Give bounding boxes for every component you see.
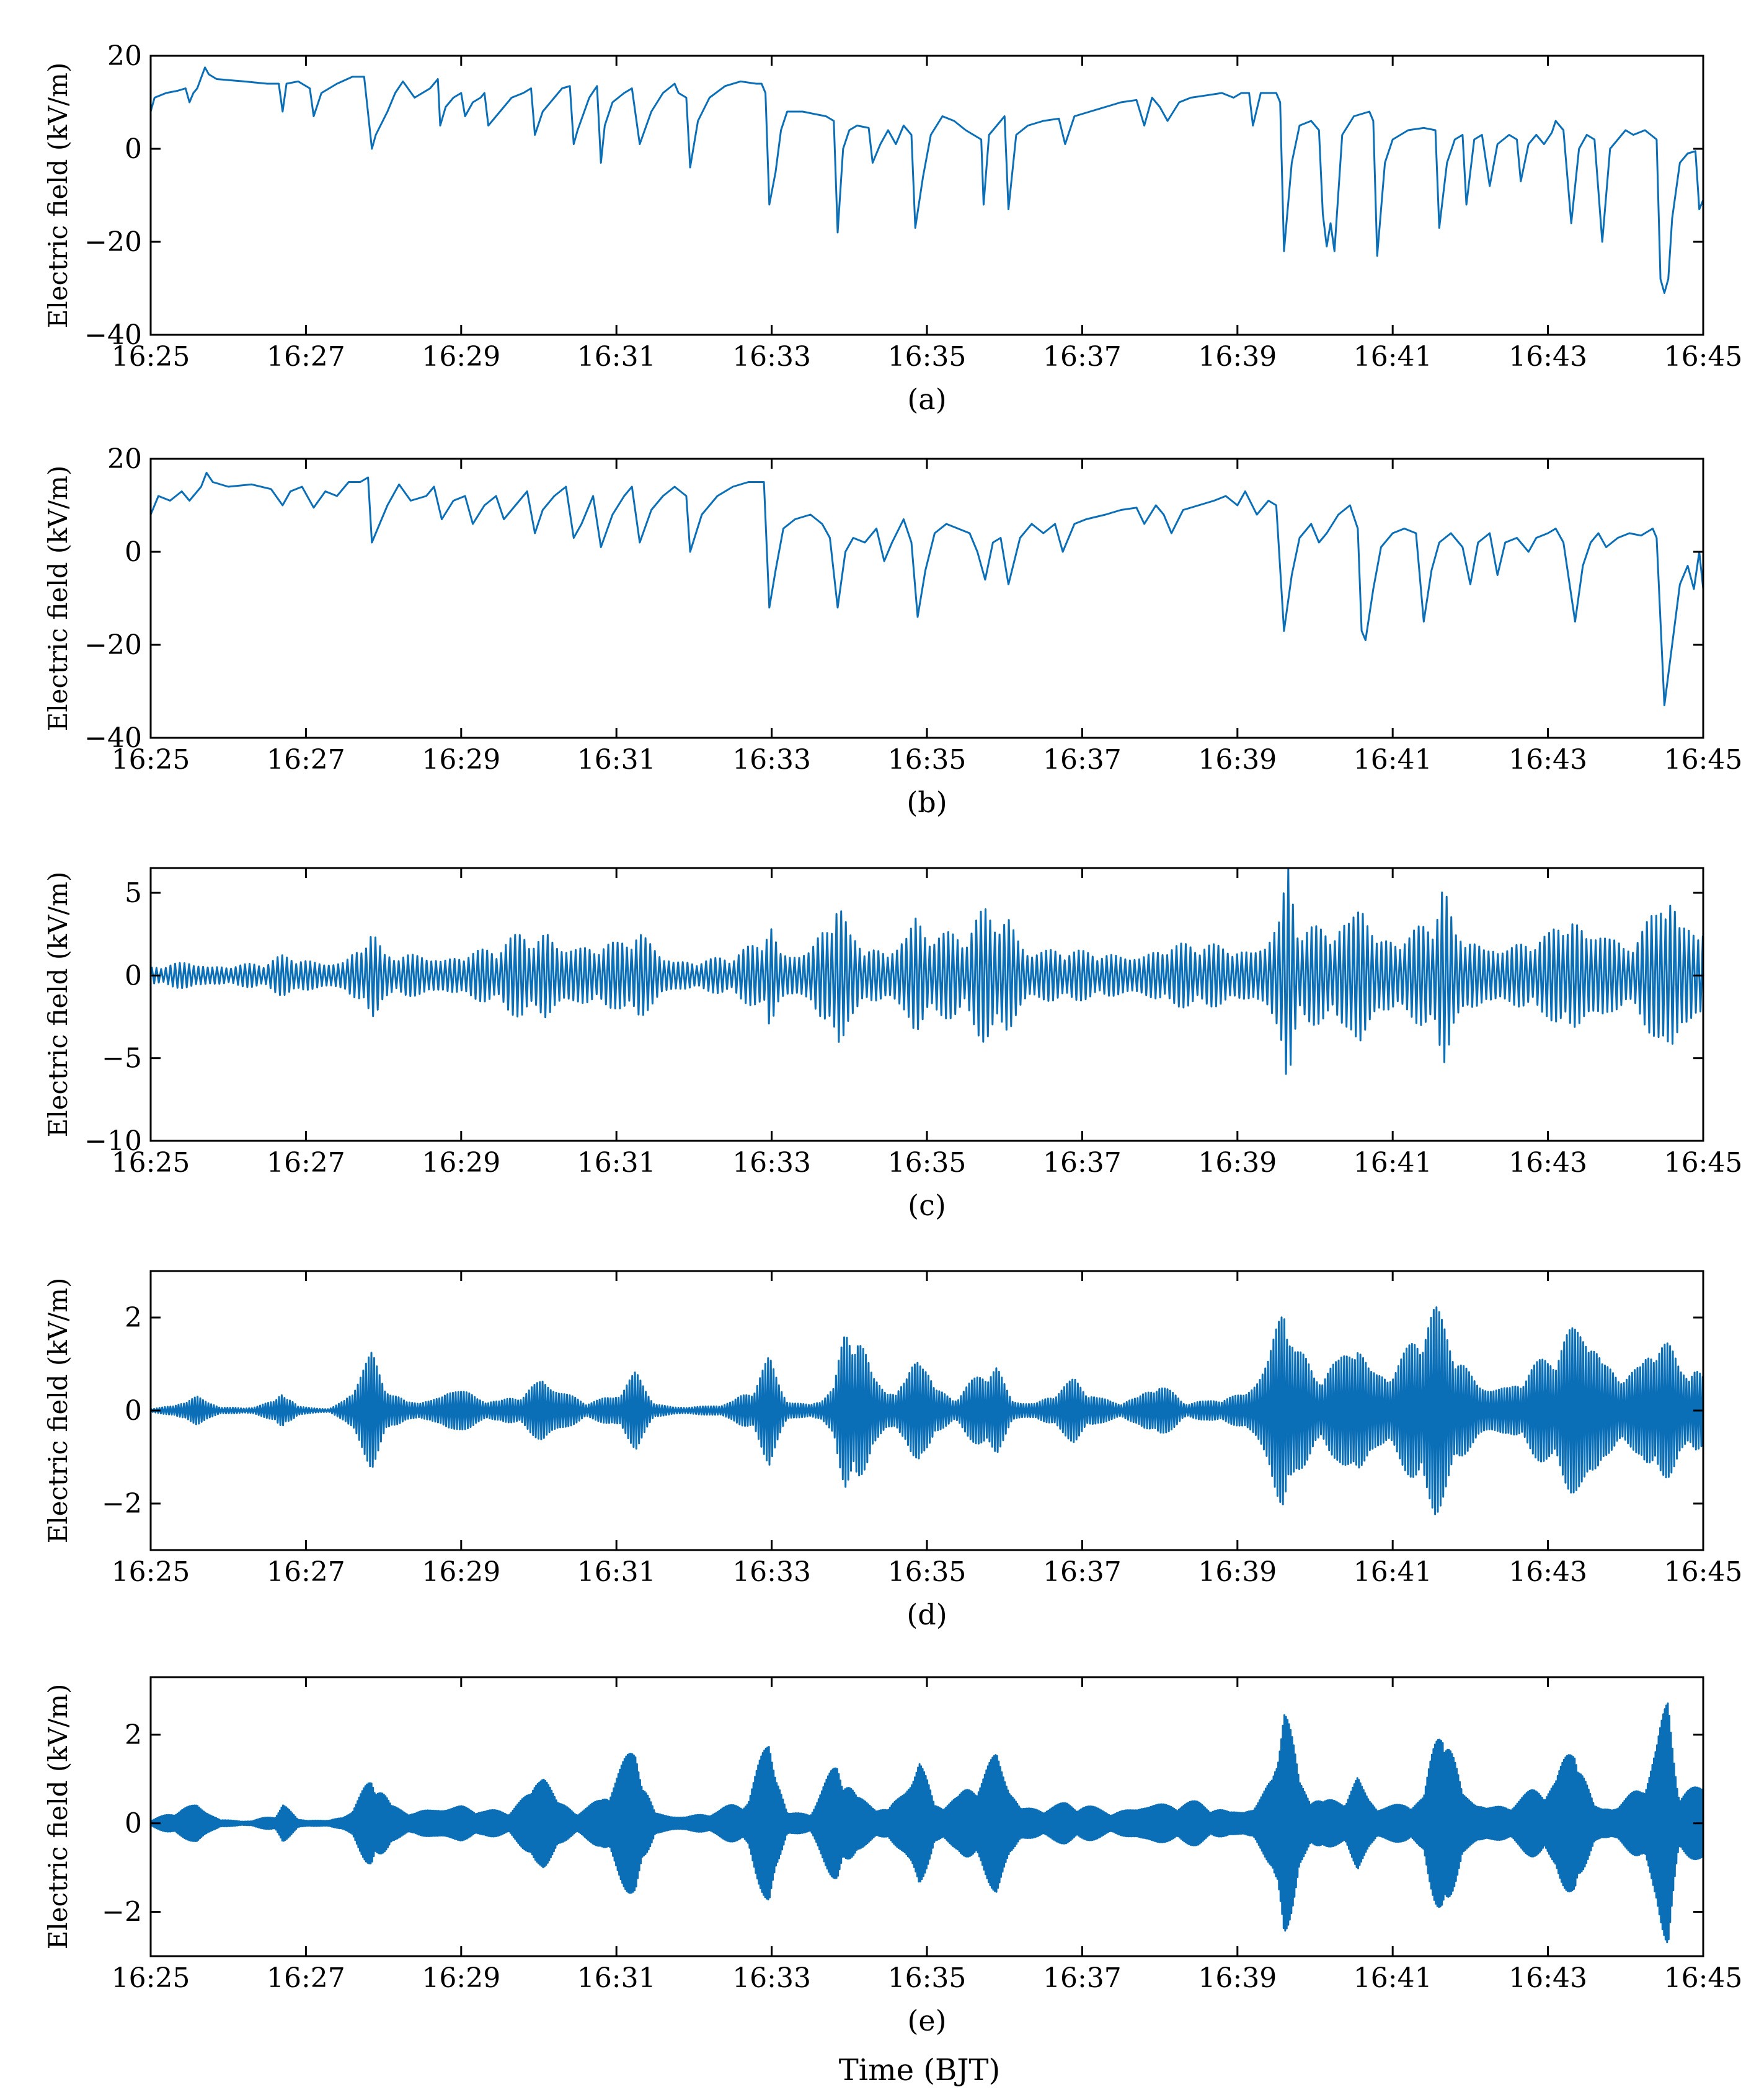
x-tick-label: 16:43 (1509, 341, 1587, 373)
y-axis-label: Electric field (kV/m) (43, 63, 73, 329)
series-line (151, 66, 1703, 294)
y-tick-label: 0 (125, 536, 142, 568)
x-tick-label: 16:25 (112, 1556, 190, 1588)
x-tick-label: 16:27 (267, 341, 345, 373)
series-line (151, 472, 1703, 706)
x-tick-label: 16:41 (1354, 1556, 1432, 1588)
x-tick-label: 16:43 (1509, 744, 1587, 776)
panel-d: 16:25 16:27 16:29 16:31 16:33 16:35 16:37 16:39… (43, 1270, 1743, 1631)
panel-label: (a) (907, 383, 946, 416)
y-tick-label: −20 (84, 629, 142, 661)
y-tick-label: −20 (84, 226, 142, 258)
plot-frame (149, 458, 1704, 739)
x-tick-label: 16:31 (577, 1556, 656, 1588)
x-tick-label: 16:33 (732, 1556, 811, 1588)
x-tick-label: 16:39 (1198, 1147, 1277, 1179)
x-tick-label: 16:45 (1664, 1556, 1743, 1588)
x-tick-label: 16:37 (1043, 1147, 1122, 1179)
x-tick-label: 16:25 (112, 341, 190, 373)
x-tick-label: 16:33 (732, 1962, 811, 1994)
x-tick-label: 16:33 (732, 744, 811, 776)
y-axis-label: Electric field (kV/m) (43, 1684, 73, 1950)
series-line (151, 1306, 1703, 1515)
x-tick-label: 16:37 (1043, 1556, 1122, 1588)
x-tick-label: 16:43 (1509, 1556, 1587, 1588)
x-tick-label: 16:33 (732, 341, 811, 373)
panel-label: (b) (906, 786, 947, 819)
y-axis-label: Electric field (kV/m) (43, 466, 73, 732)
panel-a: 16:25 16:27 16:29 16:31 16:33 16:35 16:37 16:39… (43, 40, 1742, 416)
x-tick-label: 16:29 (422, 1556, 500, 1588)
y-tick-label: 2 (125, 1302, 142, 1334)
y-tick-label: −10 (84, 1125, 142, 1157)
x-tick-label: 16:33 (732, 1147, 811, 1179)
y-tick-label: 20 (107, 443, 142, 475)
x-tick-label: 16:39 (1198, 744, 1277, 776)
x-tick-label: 16:29 (422, 1147, 500, 1179)
panel-label: (d) (906, 1598, 947, 1631)
y-tick-label: 0 (125, 960, 142, 991)
x-tick-label: 16:31 (577, 1962, 656, 1994)
series-line (151, 868, 1703, 1075)
y-tick-label: 0 (125, 1808, 142, 1840)
x-tick-label: 16:43 (1509, 1147, 1587, 1179)
panel-label: (c) (908, 1189, 946, 1222)
x-tick-label: 16:45 (1664, 744, 1743, 776)
x-tick-label: 16:25 (112, 1962, 190, 1994)
x-tick-label: 16:39 (1198, 1962, 1277, 1994)
x-tick-label: 16:43 (1509, 1962, 1587, 1994)
y-tick-label: 5 (125, 877, 142, 909)
panel-label: (e) (907, 2004, 946, 2037)
x-tick-label: 16:45 (1664, 1962, 1743, 1994)
x-tick-label: 16:25 (112, 744, 190, 776)
y-axis-label: Electric field (kV/m) (43, 1278, 73, 1544)
panel-b: 16:25 16:27 16:29 16:31 16:33 16:35 16:37 16:39… (43, 443, 1742, 819)
x-tick-label: 16:31 (577, 341, 656, 373)
y-tick-label: 20 (107, 40, 142, 72)
y-tick-label: −2 (102, 1897, 142, 1928)
x-tick-label: 16:35 (888, 1147, 967, 1179)
chart-panels: 16:25 16:27 16:29 16:31 16:33 16:35 16:37 16:39… (43, 40, 1742, 2037)
x-tick-label: 16:39 (1198, 1556, 1277, 1588)
x-tick-label: 16:41 (1354, 744, 1432, 776)
plot-frame (149, 55, 1704, 336)
x-tick-label: 16:29 (422, 1962, 500, 1994)
y-tick-label: 0 (125, 133, 142, 165)
x-tick-label: 16:41 (1354, 1962, 1432, 1994)
x-tick-label: 16:27 (267, 744, 345, 776)
series-line (151, 1702, 1703, 1944)
x-tick-label: 16:45 (1664, 341, 1743, 373)
x-tick-label: 16:31 (577, 744, 656, 776)
x-tick-label: 16:35 (888, 341, 967, 373)
x-tick-label: 16:45 (1664, 1147, 1743, 1179)
x-tick-label: 16:27 (267, 1556, 345, 1588)
x-tick-label: 16:37 (1043, 1962, 1122, 1994)
x-tick-label: 16:29 (422, 744, 500, 776)
y-tick-label: −40 (84, 319, 142, 351)
x-tick-label: 16:37 (1043, 341, 1122, 373)
x-tick-label: 16:39 (1198, 341, 1277, 373)
x-axis-title: Time (BJT) (839, 2053, 1001, 2088)
panel-c: 16:25 16:27 16:29 16:31 16:33 16:35 16:37 16:39… (43, 867, 1743, 1222)
x-tick-label: 16:27 (267, 1962, 345, 1994)
y-tick-label: −2 (102, 1488, 142, 1520)
panel-e: 16:25 16:27 16:29 16:31 16:33 16:35 16:37 16:39… (43, 1676, 1743, 2037)
y-axis-label: Electric field (kV/m) (43, 872, 73, 1138)
y-tick-label: −5 (102, 1043, 142, 1074)
x-tick-label: 16:35 (888, 744, 967, 776)
x-tick-label: 16:37 (1043, 744, 1122, 776)
y-tick-label: 0 (125, 1395, 142, 1427)
x-tick-label: 16:35 (888, 1556, 967, 1588)
x-tick-label: 16:25 (112, 1147, 190, 1179)
x-tick-label: 16:41 (1354, 341, 1432, 373)
x-tick-label: 16:31 (577, 1147, 656, 1179)
x-tick-label: 16:29 (422, 341, 500, 373)
x-tick-label: 16:41 (1354, 1147, 1432, 1179)
y-tick-label: −40 (84, 722, 142, 754)
x-tick-label: 16:35 (888, 1962, 967, 1994)
x-tick-label: 16:27 (267, 1147, 345, 1179)
y-tick-label: 2 (125, 1719, 142, 1751)
